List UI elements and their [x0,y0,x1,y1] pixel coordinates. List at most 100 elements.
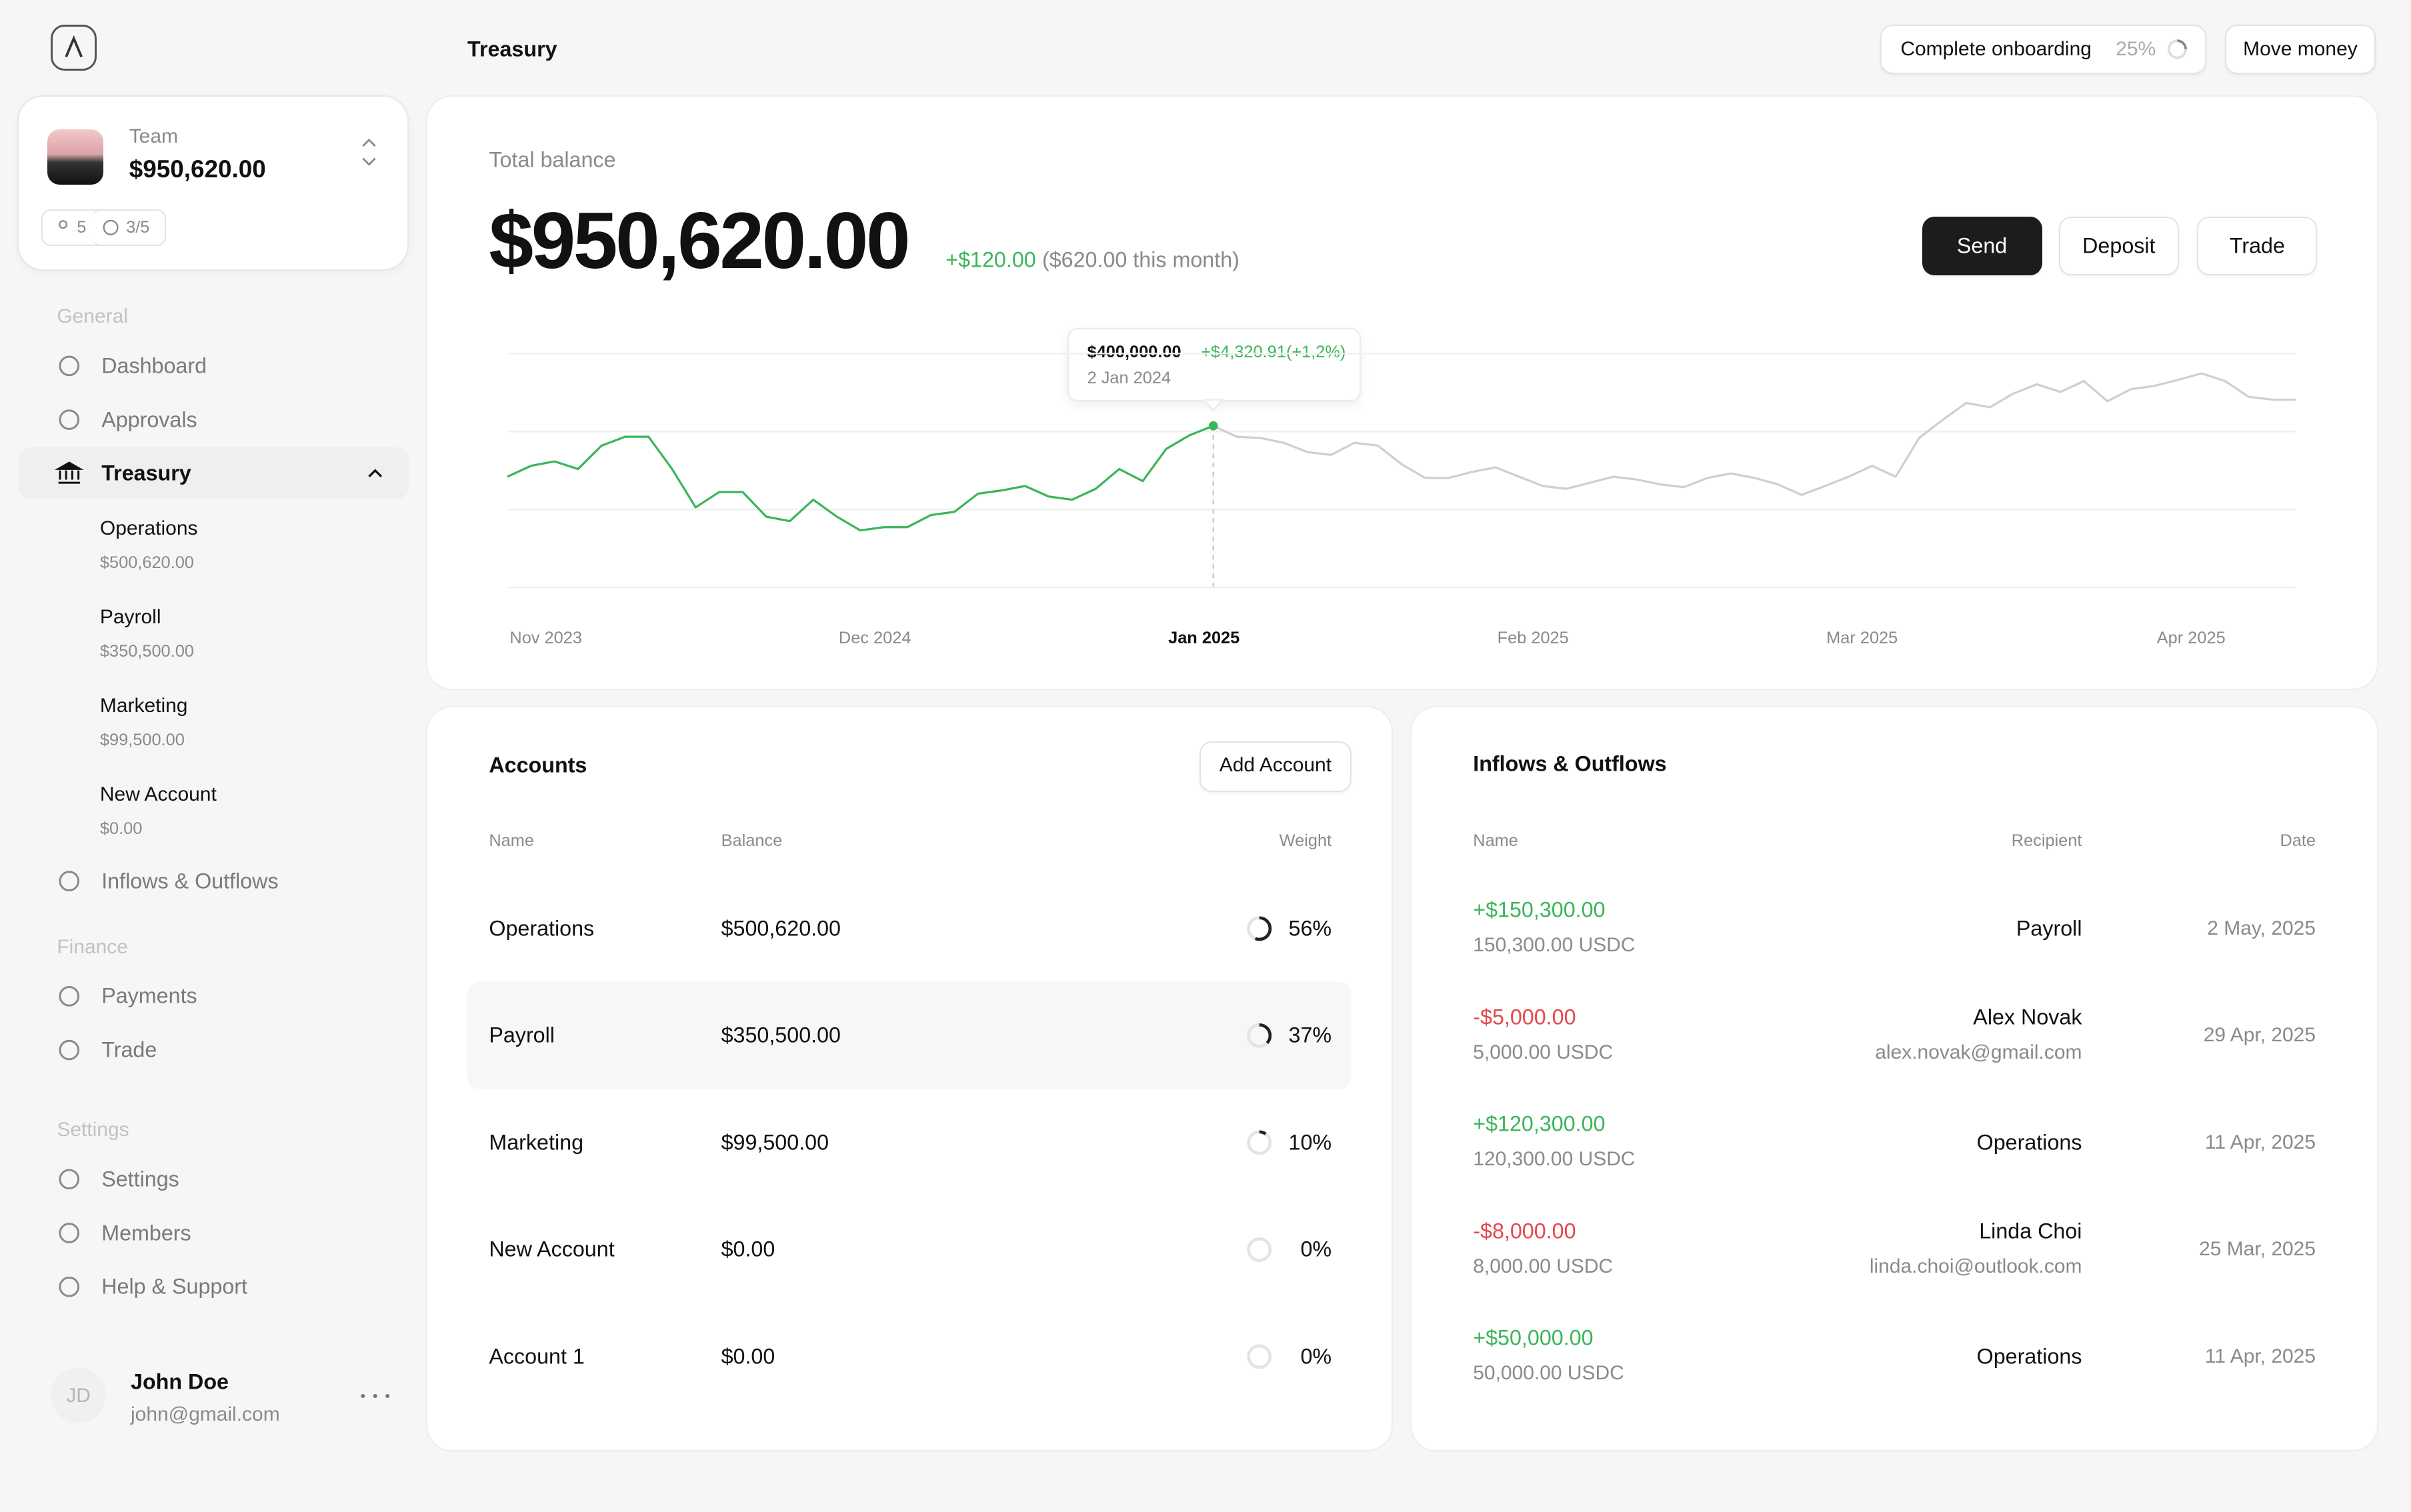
account-balance: $99,500.00 [721,1130,829,1155]
action-label: Deposit [2082,233,2156,258]
section-title: General [57,305,128,328]
account-name: Operations [489,916,595,941]
nav-label: Approvals [101,407,197,432]
column-header: Name [489,831,534,851]
menu-dot [361,1393,365,1398]
account-row[interactable] [467,875,1352,982]
user-initials: JD [66,1384,91,1407]
add-account-button[interactable] [1199,741,1352,792]
account-weight: 56% [1288,916,1332,941]
account-name: Account 1 [489,1344,585,1369]
page-title: Treasury [467,37,557,61]
balance-label: Total balance [489,147,616,172]
flows-title: Inflows & Outflows [1473,751,1667,776]
nav-icon [59,355,80,377]
tooltip-change: +$4,320.91(+1,2%) [1201,342,1346,361]
active-nav-item[interactable] [18,447,409,500]
action-button[interactable] [1922,217,2042,275]
action-label: Send [1956,233,2008,258]
nav-icon [59,409,80,430]
balance-line-rest [1213,372,2296,496]
nav-icon [54,461,84,484]
account-row[interactable] [467,982,1352,1089]
nav-label: Members [101,1221,191,1245]
weight-ring [1247,1237,1272,1262]
nav-label: Payments [101,983,197,1008]
nav-label: Settings [101,1167,179,1191]
flow-date: 29 Apr, 2025 [2203,1024,2316,1047]
weight-ring [1247,1344,1272,1369]
nav-icon [59,1223,80,1243]
x-tick-label: Apr 2025 [2156,628,2226,647]
account-weight: 10% [1288,1130,1332,1155]
account-name: Payroll [489,1023,555,1048]
move-money-button[interactable] [2224,24,2376,74]
x-tick-label: Jan 2025 [1168,628,1240,647]
tooltip [1068,329,1360,400]
flow-usdc: 120,300.00 USDC [1473,1148,1636,1171]
weight-arc [1247,1130,1272,1155]
onboarding-label: Complete onboarding [1900,37,2092,60]
action-button[interactable] [2058,217,2179,275]
account-balance: $500,620.00 [721,916,841,941]
user-avatar [51,1368,107,1424]
menu-dot [385,1393,390,1398]
column-header: Weight [1279,831,1332,851]
month-change: ($620.00 this month) [1041,247,1240,272]
nav-icon [59,871,80,891]
team-switch [362,138,376,166]
sub-nav-name: New Account [99,783,217,806]
flow-amount: +$120,300.00 [1473,1111,1606,1136]
weight-arc [1247,1023,1272,1048]
flow-recipient: Payroll [2016,916,2082,941]
column-header: Recipient [2011,831,2082,851]
flow-usdc: 8,000.00 USDC [1473,1255,1614,1277]
accounts-title: Accounts [489,753,587,778]
account-weight: 37% [1288,1023,1332,1048]
logo[interactable] [51,24,97,71]
nav-icon [59,1276,80,1297]
section-title: Settings [57,1119,129,1141]
flow-recipient: Operations [1976,1344,2082,1369]
add-account-label: Add Account [1219,754,1332,777]
tasks-count: 3/5 [126,218,150,237]
flow-usdc: 5,000.00 USDC [1473,1041,1614,1063]
logo-mark [65,35,83,58]
sub-nav-name: Operations [99,517,198,540]
row-hover [467,981,1352,1090]
account-row[interactable] [467,1303,1352,1410]
column-header: Balance [721,831,783,851]
flow-amount: -$8,000.00 [1473,1219,1576,1243]
sub-nav-balance: $350,500.00 [99,641,194,661]
flow-email: alex.novak@gmail.com [1875,1041,2082,1063]
sub-nav-balance: $99,500.00 [99,730,185,749]
members-count: 5 [77,218,87,237]
account-name: New Account [489,1237,615,1262]
flow-usdc: 50,000.00 USDC [1473,1362,1624,1385]
team-label: Team [129,125,178,148]
onboarding-button[interactable] [1880,24,2207,74]
tooltip-value: $400,000.00 [1087,342,1181,361]
team-avatar [47,129,103,185]
flow-recipient: Linda Choi [1979,1219,2082,1243]
team-balance: $950,620.00 [129,155,266,183]
x-tick-label: Nov 2023 [509,628,582,647]
move-money-label: Move money [2243,37,2358,60]
nav-label: Trade [101,1037,157,1062]
action-button[interactable] [2197,217,2318,275]
x-tick-label: Feb 2025 [1497,628,1569,647]
day-change: +$120.00 [945,247,1036,272]
members-icon [59,220,68,229]
collapse-chevron [368,469,383,478]
account-balance: $0.00 [721,1237,775,1262]
flow-amount: +$50,000.00 [1473,1325,1594,1350]
column-header: Name [1473,831,1518,851]
nav-label: Dashboard [101,353,207,378]
column-header: Date [2280,831,2316,851]
flow-amount: +$150,300.00 [1473,897,1606,922]
account-row[interactable] [467,1089,1352,1196]
nav-icon [59,1039,80,1061]
account-weight: 0% [1300,1237,1332,1262]
